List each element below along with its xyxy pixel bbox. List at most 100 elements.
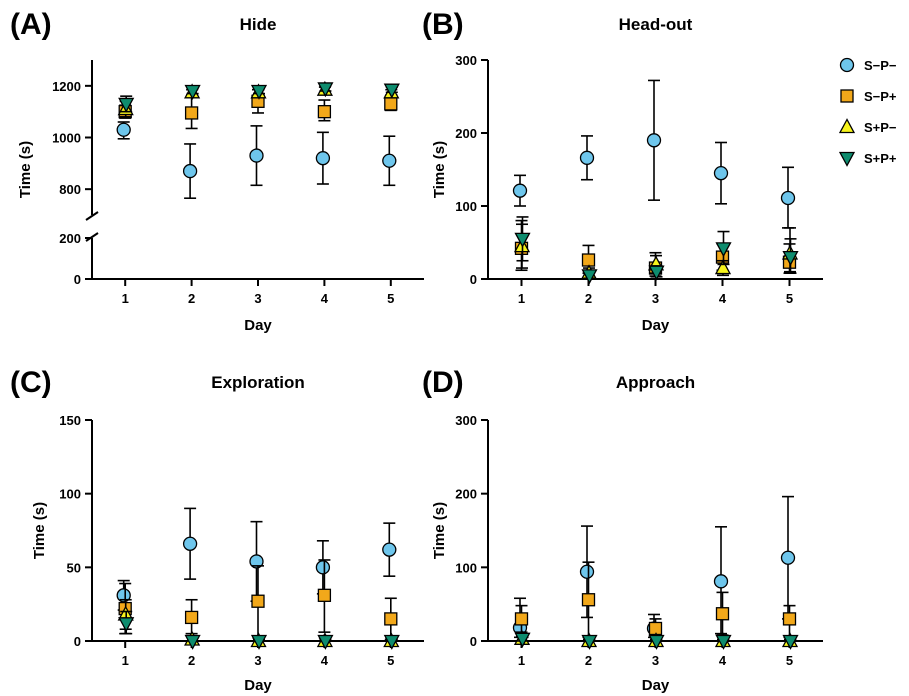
- x-axis-label: Day: [244, 677, 272, 694]
- series-1: [512, 79, 796, 229]
- data-point: [581, 634, 598, 650]
- x-tick-label: 2: [585, 291, 592, 306]
- x-tick-label: 3: [652, 291, 659, 306]
- panel-title: Exploration: [211, 373, 305, 392]
- data-point: [648, 265, 665, 281]
- data-point: [715, 607, 730, 621]
- data-point: [116, 588, 131, 603]
- series-4: [118, 610, 400, 650]
- y-tick-label: 0: [470, 634, 477, 649]
- data-point: [782, 612, 797, 626]
- series-1: [512, 495, 796, 639]
- chart-panel-2: (B) Head-out 0 100 200 300 1 2 3 4 5 Day Time (s): [422, 8, 823, 334]
- x-tick-label: 2: [188, 291, 195, 306]
- y-tick-label: 200: [455, 487, 477, 502]
- legend-label: S−P+: [864, 89, 897, 104]
- data-point: [317, 105, 332, 119]
- y-axis-label: Time (s): [431, 141, 448, 198]
- x-tick-label: 1: [518, 653, 525, 668]
- data-point: [581, 253, 596, 267]
- panel-title: Head-out: [619, 15, 693, 34]
- y-tick-label: 800: [59, 182, 81, 197]
- series-2: [514, 561, 797, 639]
- data-point: [315, 560, 331, 575]
- y-axis-label: Time (s): [431, 502, 448, 559]
- data-point: [714, 259, 732, 275]
- legend-label: S+P−: [864, 120, 897, 135]
- legend-marker: [838, 118, 856, 134]
- panel-title: Hide: [240, 15, 277, 34]
- data-point: [182, 163, 198, 179]
- x-tick-label: 1: [122, 653, 129, 668]
- data-point: [317, 634, 334, 650]
- data-point: [514, 232, 531, 248]
- x-tick-label: 3: [652, 653, 659, 668]
- y-tick-label: 200: [455, 126, 477, 141]
- data-point: [249, 148, 264, 163]
- x-tick-label: 3: [254, 291, 261, 306]
- series-4: [514, 632, 799, 650]
- data-point: [715, 634, 732, 650]
- data-point: [184, 610, 199, 625]
- x-tick-label: 2: [188, 653, 195, 668]
- data-point: [581, 269, 598, 285]
- panel-letter: (D): [422, 366, 464, 399]
- x-tick-label: 5: [786, 291, 793, 306]
- x-tick-label: 5: [786, 653, 793, 668]
- data-point: [384, 97, 398, 111]
- data-point: [780, 550, 796, 565]
- data-point: [384, 612, 398, 626]
- series-2: [118, 559, 398, 641]
- y-axis-label: Time (s): [17, 141, 34, 198]
- data-point: [184, 84, 201, 100]
- series-1: [116, 121, 397, 200]
- y-tick-label: 0: [74, 272, 81, 287]
- axis-break-mark: [85, 211, 99, 221]
- y-tick-label: 1000: [52, 131, 81, 146]
- y-tick-label: 300: [455, 53, 477, 68]
- data-point: [118, 97, 135, 113]
- y-tick-label: 100: [455, 199, 477, 214]
- x-tick-label: 3: [254, 653, 261, 668]
- x-tick-label: 4: [321, 653, 329, 668]
- data-point: [646, 133, 662, 148]
- panel-letter: (B): [422, 8, 464, 41]
- data-point: [184, 634, 201, 650]
- data-point: [648, 634, 665, 650]
- y-axis-label: Time (s): [31, 502, 48, 559]
- series-4: [514, 216, 799, 285]
- data-point: [383, 634, 400, 650]
- y-tick-label: 50: [67, 560, 81, 575]
- y-tick-label: 200: [59, 231, 81, 246]
- data-point: [184, 106, 199, 120]
- legend-marker: [839, 57, 855, 73]
- data-point: [648, 621, 663, 636]
- x-tick-label: 1: [122, 291, 129, 306]
- y-tick-label: 0: [470, 272, 477, 287]
- y-tick-label: 100: [455, 560, 477, 575]
- y-tick-label: 300: [455, 413, 477, 428]
- legend-marker: [840, 89, 854, 103]
- x-tick-label: 4: [321, 291, 329, 306]
- y-tick-label: 1200: [52, 79, 81, 94]
- x-tick-label: 4: [719, 653, 727, 668]
- chart-panel-3: (C) Exploration 0 50 100 150 1 2 3 4 5 Day Time (s): [10, 366, 424, 694]
- x-tick-label: 5: [387, 291, 394, 306]
- panel-letter: (C): [10, 366, 52, 399]
- chart-panel-4: (D) Approach 0 100 200 300 1 2 3 4 5 Day Time (s): [422, 366, 823, 694]
- data-point: [782, 250, 799, 266]
- x-tick-label: 4: [719, 291, 727, 306]
- data-point: [713, 574, 729, 589]
- data-point: [382, 153, 397, 168]
- data-point: [512, 183, 528, 198]
- y-tick-label: 150: [59, 413, 81, 428]
- data-point: [579, 564, 595, 579]
- data-point: [118, 617, 135, 633]
- data-point: [715, 242, 732, 258]
- legend-marker: [838, 151, 856, 167]
- data-point: [249, 554, 264, 569]
- y-tick-label: 100: [59, 487, 81, 502]
- data-point: [581, 593, 596, 607]
- data-point: [383, 83, 400, 99]
